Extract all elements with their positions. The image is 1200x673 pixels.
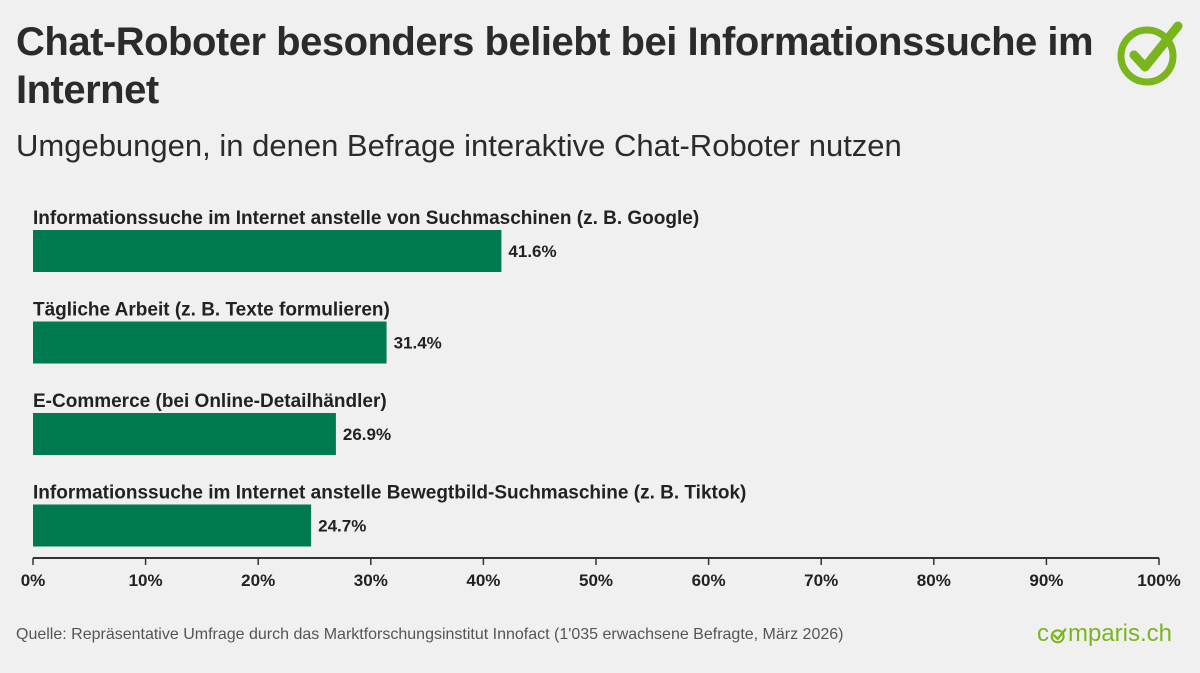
bar-value-label: 24.7% — [318, 517, 366, 536]
source-note: Quelle: Repräsentative Umfrage durch das… — [16, 626, 844, 643]
brand-text-end: mparis.ch — [1067, 620, 1172, 647]
x-tick-label: 50% — [579, 571, 613, 590]
category-label: Informationssuche im Internet anstelle v… — [33, 208, 699, 229]
category-label: Tägliche Arbeit (z. B. Texte formulieren… — [33, 300, 390, 321]
brand-text-start: c — [1036, 620, 1049, 647]
bar-value-label: 31.4% — [394, 334, 442, 353]
brand-logo: c mparis.ch — [1037, 620, 1172, 648]
bar-value-label: 41.6% — [508, 242, 556, 261]
bar — [33, 504, 312, 547]
x-tick-label: 80% — [917, 571, 951, 590]
bar — [33, 230, 502, 272]
x-tick-label: 10% — [129, 571, 163, 590]
x-tick-label: 60% — [692, 571, 726, 590]
x-tick-label: 0% — [21, 571, 46, 590]
x-tick-label: 70% — [804, 571, 838, 590]
category-label: Informationssuche im Internet anstelle B… — [33, 483, 746, 504]
x-tick-label: 90% — [1029, 571, 1063, 590]
bar-chart: Informationssuche im Internet anstelle v… — [21, 208, 1181, 590]
x-tick-label: 100% — [1137, 571, 1180, 590]
x-tick-label: 40% — [466, 571, 500, 590]
bar — [33, 413, 336, 455]
chart-subtitle: Umgebungen, in denen Befrage interaktive… — [16, 128, 902, 163]
check-circle-icon — [1117, 21, 1183, 86]
x-tick-label: 30% — [354, 571, 388, 590]
x-tick-label: 20% — [241, 571, 275, 590]
bar-value-label: 26.9% — [343, 425, 391, 444]
brand-check-icon — [1050, 627, 1067, 643]
bar — [33, 321, 387, 364]
chart-title: Chat-Roboter besonders beliebt bei Infor… — [16, 20, 1094, 112]
category-label: E-Commerce (bei Online-Detailhändler) — [33, 391, 387, 412]
